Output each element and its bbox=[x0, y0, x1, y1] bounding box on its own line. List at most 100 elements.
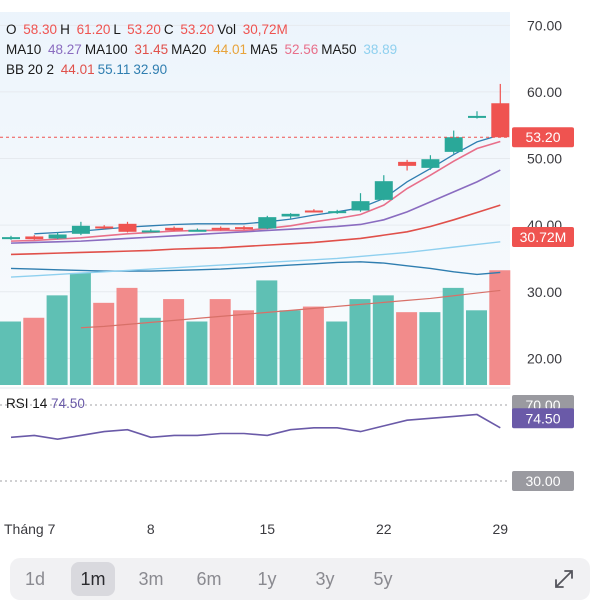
candle-body bbox=[25, 236, 44, 240]
volume-bar bbox=[349, 299, 371, 385]
volume-bar bbox=[163, 299, 185, 385]
legend-ma50-label: MA50 bbox=[321, 42, 361, 57]
candle-body bbox=[491, 103, 510, 138]
ma20-line bbox=[10, 204, 501, 256]
timeframe-6m[interactable]: 6m bbox=[196, 569, 222, 589]
last-price-tag-bg bbox=[512, 127, 574, 148]
x-tick-label: 8 bbox=[147, 521, 155, 537]
volume-bar bbox=[372, 295, 394, 385]
volume-tag-bg bbox=[512, 227, 574, 247]
rsi-tag-bg bbox=[512, 408, 574, 429]
legend-vol-value: 30,72M bbox=[242, 22, 288, 37]
candle-body bbox=[188, 229, 207, 232]
legend-o-value: 58.30 bbox=[23, 22, 58, 37]
timeframe-3y[interactable]: 3y bbox=[315, 569, 335, 589]
candle-body bbox=[258, 217, 277, 229]
legend-ma100-value: 31.45 bbox=[134, 42, 169, 57]
legend-bb-value-2: 32.90 bbox=[133, 62, 168, 77]
price-tick: 60.00 bbox=[527, 84, 562, 100]
legend-vol-label: Vol bbox=[217, 22, 240, 37]
x-tick-label: 22 bbox=[376, 521, 392, 537]
legend-ma10-value: 48.27 bbox=[48, 42, 82, 57]
volume-bar bbox=[302, 306, 324, 385]
volume-bar bbox=[209, 299, 231, 385]
timeframe-1m[interactable]: 1m bbox=[71, 562, 115, 596]
volume-bar bbox=[396, 312, 418, 385]
candle-body bbox=[118, 223, 137, 232]
candle-body bbox=[141, 230, 160, 233]
legend-ma: MA10 48.27 MA100 31.45 MA20 44.01 MA5 52.56… bbox=[6, 41, 400, 59]
candle-body bbox=[304, 210, 323, 213]
x-tick-label: Tháng 7 bbox=[4, 521, 56, 537]
candle-body bbox=[374, 181, 393, 200]
volume-bar bbox=[256, 280, 278, 385]
timeframe-5y[interactable]: 5y bbox=[373, 569, 393, 589]
bb-lower-line bbox=[10, 261, 501, 276]
legend-h-label: H bbox=[60, 22, 74, 37]
candle-body bbox=[235, 227, 253, 230]
volume-bar bbox=[326, 321, 348, 385]
ma10-line bbox=[10, 169, 501, 244]
timeframe-1y[interactable]: 1y bbox=[257, 569, 277, 589]
legend-ma100-label: MA100 bbox=[84, 42, 132, 57]
volume-bar bbox=[139, 317, 161, 385]
volume-bar bbox=[116, 287, 138, 385]
candle-body bbox=[398, 161, 417, 166]
rsi-label: RSI 14 bbox=[6, 396, 48, 411]
legend-ma20-label: MA20 bbox=[171, 42, 211, 57]
volume-bar bbox=[419, 312, 441, 385]
price-tick: 70.00 bbox=[527, 17, 562, 33]
candle-body bbox=[95, 226, 114, 229]
candle-body bbox=[421, 159, 440, 168]
volume-bar bbox=[186, 321, 208, 385]
legend-ma5-value: 52.56 bbox=[284, 42, 319, 57]
price-tick: 50.00 bbox=[527, 151, 562, 167]
rsi-tick: 30.00 bbox=[525, 473, 560, 489]
ma50-line bbox=[10, 241, 501, 278]
candle-body bbox=[281, 213, 300, 217]
volume-bar bbox=[93, 302, 115, 385]
legend-ma50-value: 38.89 bbox=[363, 42, 398, 57]
legend-bb-value-1: 55.11 bbox=[97, 62, 131, 77]
legend-h-value: 61.20 bbox=[76, 22, 111, 37]
volume-bar bbox=[466, 310, 487, 385]
rsi-tick-bg bbox=[512, 471, 574, 491]
legend-ohlc: O 58.30 H 61.20 L 53.20 C 53.20 Vol 30,72M bbox=[6, 21, 291, 39]
volume-tag: 30.72M bbox=[520, 229, 567, 245]
price-tick: 30.00 bbox=[527, 284, 562, 300]
ma100-line bbox=[80, 289, 501, 329]
legend-l-value: 53.20 bbox=[127, 22, 161, 37]
legend-bb: BB 20 2 44.01 55.11 32.90 bbox=[6, 61, 170, 79]
candle-body bbox=[351, 201, 370, 211]
rsi-value: 74.50 bbox=[51, 396, 85, 411]
legend-bb-value-0: 44.01 bbox=[60, 62, 95, 77]
candle-body bbox=[165, 227, 184, 231]
candle-body bbox=[2, 237, 20, 240]
rsi-tag: 74.50 bbox=[525, 410, 560, 426]
price-tick: 20.00 bbox=[527, 350, 562, 366]
legend-c-label: C bbox=[163, 22, 178, 37]
legend-o-label: O bbox=[6, 22, 21, 37]
timeframe-1d[interactable]: 1d bbox=[24, 569, 46, 589]
candle-body bbox=[328, 211, 347, 214]
last-price-tag: 53.20 bbox=[525, 129, 560, 145]
legend-c-value: 53.20 bbox=[180, 22, 215, 37]
timeframe-3m[interactable]: 3m bbox=[138, 569, 164, 589]
legend-l-label: L bbox=[113, 22, 125, 37]
legend-bb-label: BB 20 2 bbox=[6, 62, 58, 77]
x-tick-label: 29 bbox=[493, 521, 509, 537]
rsi-legend: RSI 14 74.50 bbox=[6, 396, 85, 411]
volume-bar bbox=[0, 321, 21, 385]
expand-icon[interactable] bbox=[552, 567, 576, 591]
x-tick-label: 15 bbox=[260, 521, 276, 537]
volume-bar bbox=[23, 317, 45, 385]
volume-bar bbox=[279, 310, 301, 385]
candle-body bbox=[444, 137, 463, 152]
price-chart[interactable]: 70.0060.0050.0040.0030.0020.0053.2030.72… bbox=[0, 0, 600, 556]
candle-body bbox=[48, 234, 67, 239]
legend-ma20-value: 44.01 bbox=[213, 42, 247, 57]
legend-ma5-label: MA5 bbox=[249, 42, 282, 57]
volume-bar bbox=[69, 272, 91, 385]
legend-ma10-label: MA10 bbox=[6, 42, 46, 57]
volume-bar bbox=[46, 295, 68, 385]
